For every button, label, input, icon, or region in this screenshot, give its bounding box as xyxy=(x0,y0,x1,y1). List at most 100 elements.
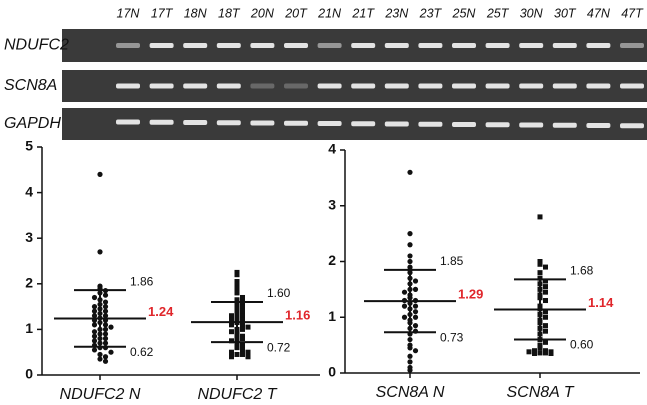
data-point xyxy=(543,284,548,289)
band xyxy=(116,43,140,48)
data-point xyxy=(407,359,412,364)
data-point xyxy=(103,359,108,364)
data-point xyxy=(240,336,245,341)
data-point xyxy=(97,249,102,254)
band xyxy=(183,84,207,89)
x-tick-label: SCN8A T xyxy=(507,384,575,401)
data-point xyxy=(413,309,418,314)
upper-label: 1.86 xyxy=(130,274,154,288)
data-point xyxy=(402,290,407,295)
y-tick-label: 0 xyxy=(25,366,33,382)
data-point xyxy=(108,325,113,330)
data-point xyxy=(240,304,245,309)
band xyxy=(452,122,476,127)
band xyxy=(116,120,140,125)
y-tick-label: 1 xyxy=(25,320,33,336)
band xyxy=(284,43,308,48)
data-point xyxy=(543,265,548,270)
lower-label: 0.73 xyxy=(440,330,464,344)
data-point xyxy=(235,352,240,357)
lane-label: 18T xyxy=(218,6,241,20)
data-point xyxy=(246,350,251,355)
band xyxy=(116,84,140,89)
row-label: SCN8A xyxy=(4,77,57,94)
band xyxy=(586,123,610,128)
band xyxy=(620,84,644,89)
upper-label: 1.68 xyxy=(570,264,594,278)
x-tick-label: SCN8A N xyxy=(376,384,445,401)
lane-label: 21N xyxy=(317,6,342,20)
band xyxy=(150,43,174,48)
band xyxy=(351,121,375,126)
y-tick-label: 5 xyxy=(25,138,33,154)
row-label: GAPDH xyxy=(4,115,61,132)
data-point xyxy=(240,313,245,318)
data-point xyxy=(108,350,113,355)
data-point xyxy=(413,348,418,353)
data-point xyxy=(92,347,97,352)
data-point xyxy=(103,354,108,359)
y-tick-label: 4 xyxy=(328,141,336,157)
mean-label: 1.14 xyxy=(588,295,614,310)
upper-label: 1.85 xyxy=(440,254,464,268)
data-point xyxy=(538,214,543,219)
data-point xyxy=(97,356,102,361)
lane-label: 25T xyxy=(486,6,510,20)
data-point xyxy=(532,351,537,356)
data-point xyxy=(92,295,97,300)
band xyxy=(183,120,207,125)
y-tick-label: 0 xyxy=(328,364,336,380)
data-point xyxy=(402,304,407,309)
band xyxy=(284,121,308,126)
band xyxy=(519,43,543,48)
data-point xyxy=(235,290,240,295)
lane-label: 25N xyxy=(452,6,477,20)
data-point xyxy=(543,329,548,334)
data-point xyxy=(240,327,245,332)
band xyxy=(217,43,241,48)
data-point xyxy=(543,290,548,295)
data-point xyxy=(229,313,234,318)
data-point xyxy=(407,345,412,350)
data-point xyxy=(92,309,97,314)
band xyxy=(586,84,610,89)
lane-label: 30N xyxy=(520,6,544,20)
band xyxy=(418,84,442,89)
data-point xyxy=(549,351,554,356)
data-point xyxy=(103,327,108,332)
band xyxy=(620,123,644,128)
lane-label: 47N xyxy=(587,6,611,20)
band xyxy=(486,122,510,127)
band xyxy=(318,84,342,89)
data-point xyxy=(103,331,108,336)
band xyxy=(452,43,476,48)
data-point xyxy=(543,315,548,320)
data-point xyxy=(235,272,240,277)
data-point xyxy=(543,340,548,345)
data-point xyxy=(538,345,543,350)
band xyxy=(318,43,342,48)
data-point xyxy=(543,350,548,355)
lane-label: 18N xyxy=(184,6,208,20)
data-point xyxy=(235,281,240,286)
data-point xyxy=(538,262,543,267)
lane-label: 17T xyxy=(151,6,174,20)
band xyxy=(250,84,274,89)
data-point xyxy=(413,278,418,283)
data-point xyxy=(407,337,412,342)
band xyxy=(486,43,510,48)
band xyxy=(150,120,174,125)
data-point xyxy=(97,172,102,177)
band xyxy=(486,84,510,89)
data-point xyxy=(92,334,97,339)
lane-label: 23T xyxy=(419,6,443,20)
band xyxy=(620,43,644,48)
data-point xyxy=(543,298,548,303)
lane-label: 47T xyxy=(621,6,644,20)
data-point xyxy=(92,329,97,334)
lane-label: 20N xyxy=(250,6,275,20)
band xyxy=(418,122,442,127)
data-point xyxy=(246,325,251,330)
band xyxy=(250,43,274,48)
data-point xyxy=(407,231,412,236)
